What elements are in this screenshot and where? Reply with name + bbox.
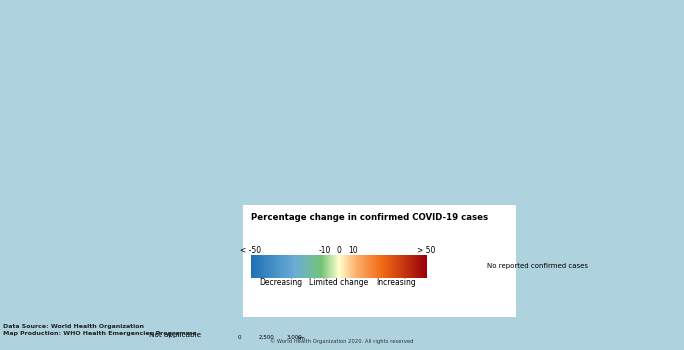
Text: Map Production: WHO Health Emergencies Programme: Map Production: WHO Health Emergencies P… [3, 331, 197, 336]
Text: Percentage change in confirmed COVID-19 cases: Percentage change in confirmed COVID-19 … [251, 212, 488, 222]
Text: 0: 0 [336, 246, 341, 255]
Text: -10: -10 [318, 246, 331, 255]
Text: Not applicable: Not applicable [149, 332, 201, 338]
Text: 10: 10 [347, 246, 358, 255]
Text: Increasing: Increasing [376, 278, 417, 287]
Text: Decreasing: Decreasing [259, 278, 302, 287]
Text: 0: 0 [237, 335, 241, 340]
Text: < -50: < -50 [241, 246, 261, 255]
Text: 2,500: 2,500 [259, 335, 275, 340]
Text: Data Source: World Health Organization: Data Source: World Health Organization [3, 324, 144, 329]
Text: © World Health Organization 2020. All rights reserved: © World Health Organization 2020. All ri… [270, 338, 414, 344]
Text: No reported confirmed cases: No reported confirmed cases [487, 263, 588, 270]
Text: > 50: > 50 [417, 246, 435, 255]
Text: km: km [298, 336, 305, 341]
Text: Limited change: Limited change [309, 278, 368, 287]
Text: 3,000: 3,000 [286, 335, 302, 340]
